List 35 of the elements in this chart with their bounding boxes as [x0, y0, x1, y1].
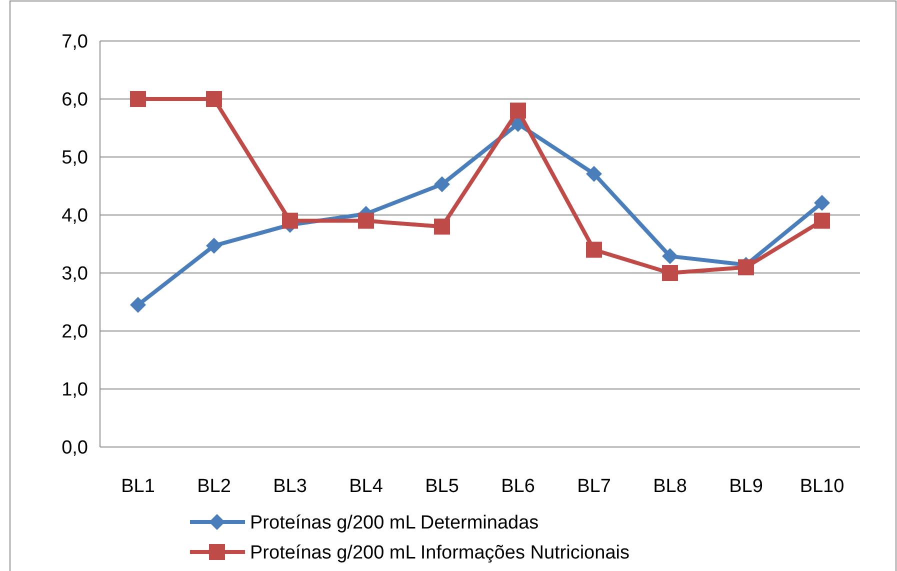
y-tick-label: 2,0: [62, 322, 88, 343]
x-tick-label: BL1: [121, 476, 155, 497]
point: [434, 218, 450, 235]
point: [586, 166, 602, 182]
y-tick-label: 4,0: [62, 206, 88, 227]
y-tick-label: 6,0: [62, 90, 88, 111]
legend-label: Proteínas g/200 mL Determinadas: [250, 512, 539, 534]
x-tick-label: BL4: [349, 476, 384, 497]
y-tick-label: 0,0: [62, 438, 88, 459]
point: [662, 248, 678, 264]
x-tick-label: BL9: [729, 476, 763, 497]
y-tick-label: 7,0: [62, 32, 88, 53]
point: [206, 91, 222, 107]
point: [814, 194, 830, 211]
x-tick-label: BL5: [425, 476, 459, 497]
x-tick-label: BL6: [501, 476, 535, 497]
x-tick-label: BL2: [197, 476, 231, 497]
point: [738, 259, 754, 276]
point: [130, 296, 146, 313]
y-tick-label: 1,0: [62, 380, 88, 401]
y-tick-label: 5,0: [62, 148, 88, 169]
x-tick-label: BL3: [273, 476, 307, 497]
point: [434, 176, 450, 192]
legend-label: Proteínas g/200 mL Informações Nutricionais: [250, 542, 630, 564]
x-tick-label: BL8: [653, 476, 687, 497]
point: [662, 265, 678, 281]
point: [586, 242, 602, 258]
x-tick-label: BL7: [577, 476, 611, 497]
point: [130, 91, 146, 107]
point: [358, 212, 374, 229]
point: [206, 238, 222, 254]
point: [510, 102, 526, 119]
y-tick-label: 3,0: [62, 264, 88, 285]
x-tick-label: BL10: [800, 476, 844, 497]
point: [814, 212, 830, 229]
